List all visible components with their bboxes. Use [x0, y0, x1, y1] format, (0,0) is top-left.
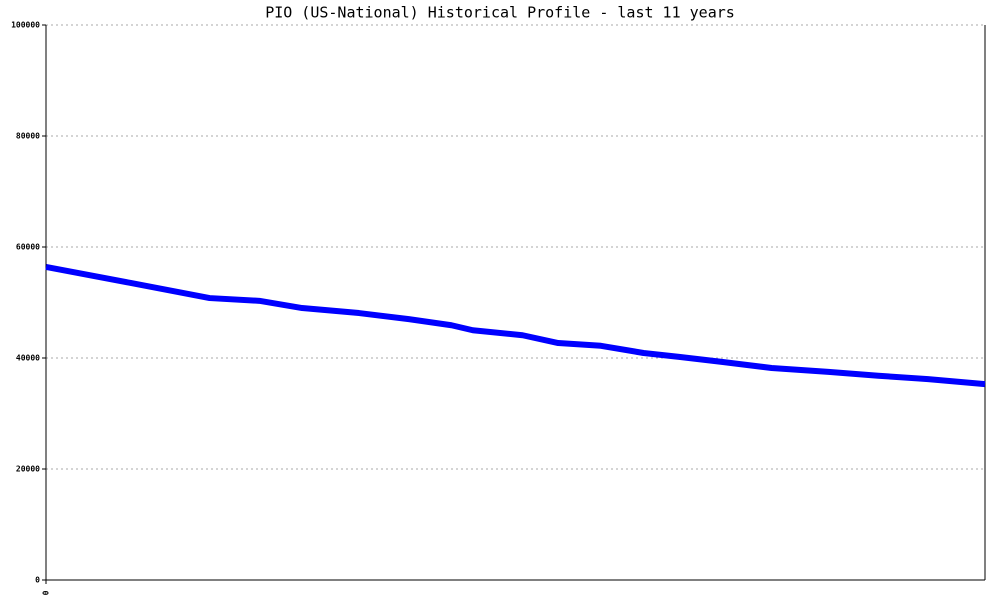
y-tick-label: 0: [35, 576, 40, 585]
y-tick-label: 40000: [16, 354, 40, 363]
y-tick-label: 60000: [16, 243, 40, 252]
y-tick-label: 80000: [16, 132, 40, 141]
x-tick-label: 0: [42, 590, 51, 595]
y-tick-label: 20000: [16, 465, 40, 474]
y-tick-label: 100000: [11, 21, 40, 30]
data-line: [45, 264, 986, 388]
chart-title: PIO (US-National) Historical Profile - l…: [265, 4, 735, 22]
